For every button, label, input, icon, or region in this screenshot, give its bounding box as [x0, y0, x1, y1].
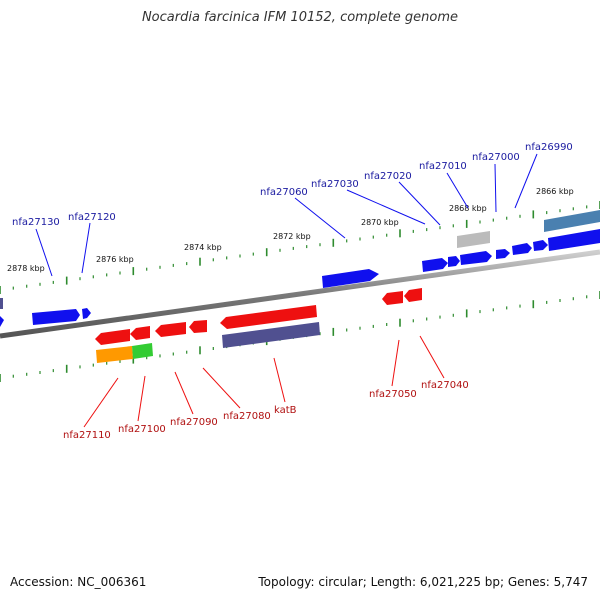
leader-line — [174, 371, 194, 415]
leader-line — [273, 357, 286, 403]
gene-label-nfa27100[interactable]: nfa27100 — [118, 424, 166, 435]
gene-forward[interactable] — [533, 240, 548, 251]
gene-label-nfa27060[interactable]: nfa27060 — [260, 187, 308, 198]
scale-label-2878: 2878 kbp — [7, 264, 45, 273]
gene-forward[interactable] — [548, 229, 600, 251]
scale-label-2870: 2870 kbp — [361, 218, 399, 227]
accession-text: Accession: NC_006361 — [10, 575, 147, 589]
leader-line — [202, 367, 241, 409]
gene-label-nfa27110[interactable]: nfa27110 — [63, 430, 111, 441]
gene-forward[interactable] — [512, 243, 532, 255]
gene-feature[interactable] — [544, 210, 600, 232]
reverse-gene-labels: nfa27110 nfa27100 nfa27090 nfa27080 katB… — [63, 380, 469, 441]
gene-label-nfa27020[interactable]: nfa27020 — [364, 171, 412, 182]
gene-reverse[interactable] — [220, 305, 317, 329]
scale-label-2866: 2866 kbp — [536, 187, 574, 196]
genome-summary-text: Topology: circular; Length: 6,021,225 bp… — [258, 575, 588, 589]
gene-feature[interactable] — [96, 346, 133, 363]
gene-label-nfa27040[interactable]: nfa27040 — [421, 380, 469, 391]
leader-line — [419, 335, 445, 379]
gene-label-nfa27050[interactable]: nfa27050 — [369, 389, 417, 400]
gene-reverse[interactable] — [95, 329, 130, 345]
gene-label-nfa27010[interactable]: nfa27010 — [419, 161, 467, 172]
gene-label-nfa26990[interactable]: nfa26990 — [525, 142, 573, 153]
gene-label-nfa27030[interactable]: nfa27030 — [311, 179, 359, 190]
gene-label-nfa27130[interactable]: nfa27130 — [12, 217, 60, 228]
scale-label-2876: 2876 kbp — [96, 255, 134, 264]
leader-line — [83, 377, 119, 428]
leader-line — [398, 181, 441, 226]
gene-forward[interactable] — [0, 316, 4, 327]
gene-feature[interactable] — [222, 322, 320, 348]
leader-line — [294, 197, 346, 239]
gene-reverse[interactable] — [404, 288, 422, 302]
leader-line — [494, 163, 497, 213]
gene-reverse[interactable] — [130, 326, 150, 340]
scale-label-2874: 2874 kbp — [184, 243, 222, 252]
leader-line — [35, 228, 53, 277]
gene-forward[interactable] — [448, 256, 460, 267]
gene-forward[interactable] — [82, 308, 91, 319]
forward-gene-labels: nfa27130 nfa27120 nfa27060 nfa27030 nfa2… — [12, 142, 573, 228]
label-leader-lines — [35, 153, 538, 428]
gene-forward[interactable] — [460, 251, 492, 265]
gene-pseudo[interactable] — [457, 231, 490, 248]
leader-line — [514, 153, 538, 209]
forward-genes — [0, 210, 600, 327]
gene-reverse[interactable] — [382, 291, 403, 305]
scale-labels: 2878 kbp 2876 kbp 2874 kbp 2872 kbp 2870… — [7, 187, 574, 273]
gene-forward[interactable] — [322, 269, 379, 288]
gene-forward[interactable] — [0, 298, 3, 309]
gene-label-katB[interactable]: katB — [274, 405, 297, 416]
scale-label-2872: 2872 kbp — [273, 232, 311, 241]
gene-label-nfa27120[interactable]: nfa27120 — [68, 212, 116, 223]
reverse-genes — [95, 288, 422, 363]
gene-forward[interactable] — [32, 309, 80, 325]
gene-forward[interactable] — [422, 258, 448, 272]
leader-line — [391, 339, 400, 387]
gene-reverse[interactable] — [155, 322, 186, 337]
scale-ticks — [0, 201, 600, 382]
gene-feature[interactable] — [132, 343, 153, 359]
leader-line — [81, 222, 91, 274]
leader-line — [446, 172, 469, 209]
leader-line — [137, 375, 146, 422]
map-title: Nocardia farcinica IFM 10152, complete g… — [141, 10, 459, 25]
gene-forward[interactable] — [496, 249, 510, 259]
gene-label-nfa27080[interactable]: nfa27080 — [223, 411, 271, 422]
chromosome-backbone — [0, 249, 600, 339]
gene-reverse[interactable] — [189, 320, 207, 333]
scale-label-2868: 2868 kbp — [449, 204, 487, 213]
gene-label-nfa27090[interactable]: nfa27090 — [170, 417, 218, 428]
gene-label-nfa27000[interactable]: nfa27000 — [472, 152, 520, 163]
leader-line — [346, 189, 426, 225]
